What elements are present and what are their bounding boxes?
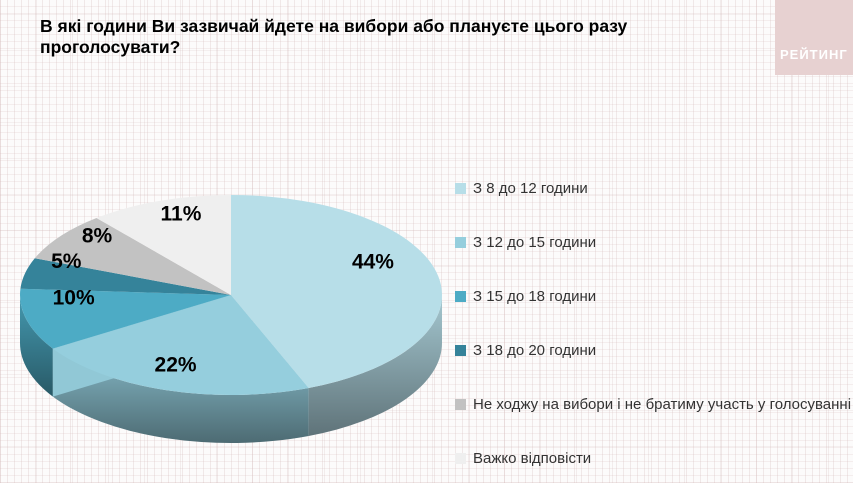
rating-logo: РЕЙТИНГ [775, 0, 853, 75]
slice-value-label: 44% [352, 251, 394, 274]
pie-slice-1 [52, 295, 309, 396]
slice-value-label: 10% [53, 287, 95, 310]
pie-slice-2 [19, 288, 231, 349]
pie-slice-4 [34, 217, 231, 295]
pie-slice-side-0 [308, 295, 442, 436]
pie-slice-3 [20, 258, 231, 295]
slice-value-label: 5% [51, 250, 82, 273]
rating-logo-text: РЕЙТИНГ [780, 47, 848, 62]
slice-value-label: 22% [155, 353, 197, 376]
pie-slice-0 [231, 194, 443, 388]
slice-value-label: 11% [161, 203, 202, 226]
chart-title: В які години Ви зазвичай йдете на вибори… [40, 16, 628, 57]
pie-slice-side-1 [52, 348, 309, 444]
pie-slice-side-2 [20, 295, 53, 397]
slice-value-label: 8% [82, 224, 113, 247]
pie-slice-5 [96, 195, 231, 295]
